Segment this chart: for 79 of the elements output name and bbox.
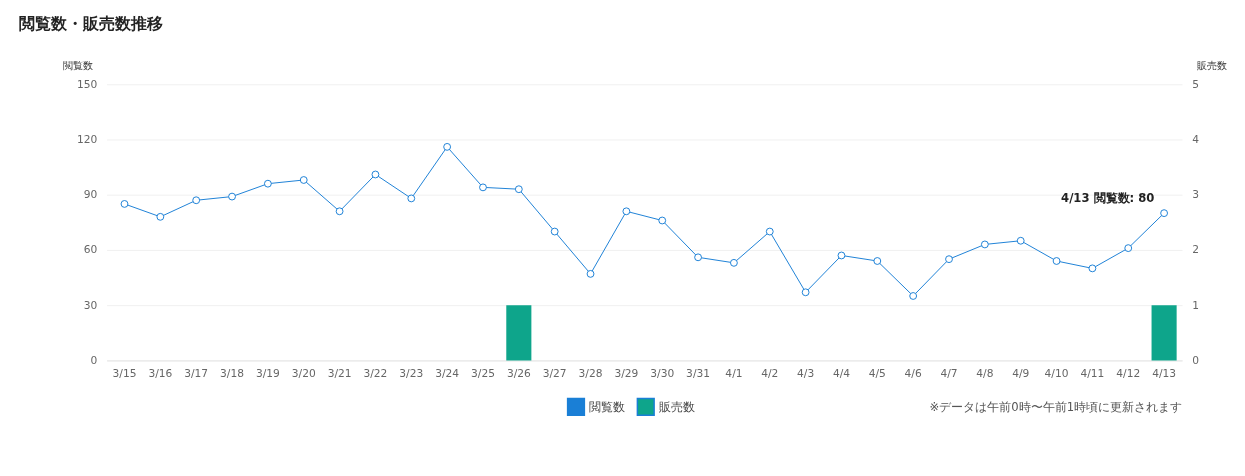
point: [228, 192, 236, 201]
x-tick-label: 3/20: [291, 367, 316, 381]
x-tick-label: 4/9: [1012, 367, 1030, 381]
point: [371, 170, 380, 179]
point: [479, 183, 487, 192]
y2-tick-label: 5: [1192, 77, 1199, 91]
legend-label: 閲覧数: [589, 399, 626, 414]
annotation: 4/13 閲覧数: 80: [1061, 191, 1155, 206]
point: [622, 207, 631, 216]
x-tick-label: 3/19: [255, 367, 281, 381]
y2-tick-label: 3: [1192, 188, 1199, 202]
text: ※データは午前0時〜午前1時頃に更新されます: [929, 399, 1183, 414]
point: [514, 185, 523, 194]
point: [765, 227, 774, 236]
y-tick-label: 60: [83, 243, 98, 257]
point: [945, 255, 953, 264]
y-tick-label: 0: [90, 353, 98, 367]
point: [873, 257, 882, 265]
x-tick-label: 4/13: [1152, 367, 1177, 381]
point: [586, 269, 595, 278]
x-tick-label: 3/31: [686, 367, 711, 381]
point: [299, 176, 308, 184]
y-axis-title: 閲覧数: [62, 60, 93, 72]
x-tick-label: 3/16: [148, 367, 173, 381]
x-tick-label: 3/21: [327, 367, 352, 381]
y2-axis-title: 販売数: [1196, 60, 1227, 72]
x-tick-label: 3/24: [435, 367, 460, 381]
point: [1160, 209, 1169, 218]
x-tick-label: 3/30: [650, 367, 675, 381]
point: [1124, 244, 1133, 253]
x-tick-label: 3/27: [542, 367, 567, 381]
x-tick-label: 4/6: [904, 367, 922, 381]
y-tick-label: 30: [83, 298, 98, 312]
x-tick-label: 4/10: [1044, 367, 1069, 381]
x-tick-label: 4/11: [1080, 367, 1105, 381]
x-tick-label: 4/3: [797, 367, 815, 381]
point: [335, 207, 344, 216]
legend-label: 販売数: [658, 399, 695, 414]
chart-title: 閲覧数・販売数推移: [19, 15, 164, 34]
point: [980, 240, 989, 249]
y-tick-label: 90: [83, 188, 98, 202]
point: [909, 292, 918, 300]
x-tick-label: 3/15: [112, 367, 137, 381]
point: [263, 179, 272, 188]
x-tick-label: 4/5: [868, 367, 886, 381]
point: [1052, 257, 1061, 265]
point: [1088, 264, 1097, 273]
x-tick-label: 3/17: [184, 367, 209, 381]
y2-tick-label: 2: [1192, 243, 1199, 257]
x-tick-label: 3/28: [578, 367, 603, 381]
y-tick-label: 120: [77, 132, 98, 146]
point: [837, 251, 846, 260]
point: [120, 200, 129, 208]
y2-tick-label: 4: [1192, 132, 1200, 146]
x-tick-label: 4/1: [725, 367, 743, 381]
x-tick-label: 4/8: [976, 367, 994, 381]
x-tick-label: 4/2: [761, 367, 779, 381]
point: [694, 253, 702, 262]
y-tick-label: 150: [77, 77, 98, 91]
point: [192, 196, 201, 205]
point: [407, 194, 416, 203]
point: [1016, 236, 1025, 245]
point: [801, 288, 810, 297]
point: [156, 212, 165, 221]
point: [658, 216, 667, 225]
x-tick-label: 3/29: [614, 367, 639, 381]
y2-tick-label: 0: [1192, 353, 1200, 367]
x-tick-label: 4/12: [1116, 367, 1141, 381]
x-tick-label: 3/23: [399, 367, 424, 381]
x-tick-label: 4/4: [832, 367, 851, 381]
x-tick-label: 3/22: [363, 367, 388, 381]
x-tick-label: 3/26: [506, 367, 531, 381]
x-tick-label: 4/7: [940, 367, 958, 381]
y2-tick-label: 1: [1192, 298, 1199, 312]
x-tick-label: 3/18: [220, 367, 245, 381]
point: [730, 258, 738, 267]
x-tick-label: 3/25: [471, 367, 495, 381]
point: [443, 142, 452, 151]
point: [550, 227, 559, 236]
